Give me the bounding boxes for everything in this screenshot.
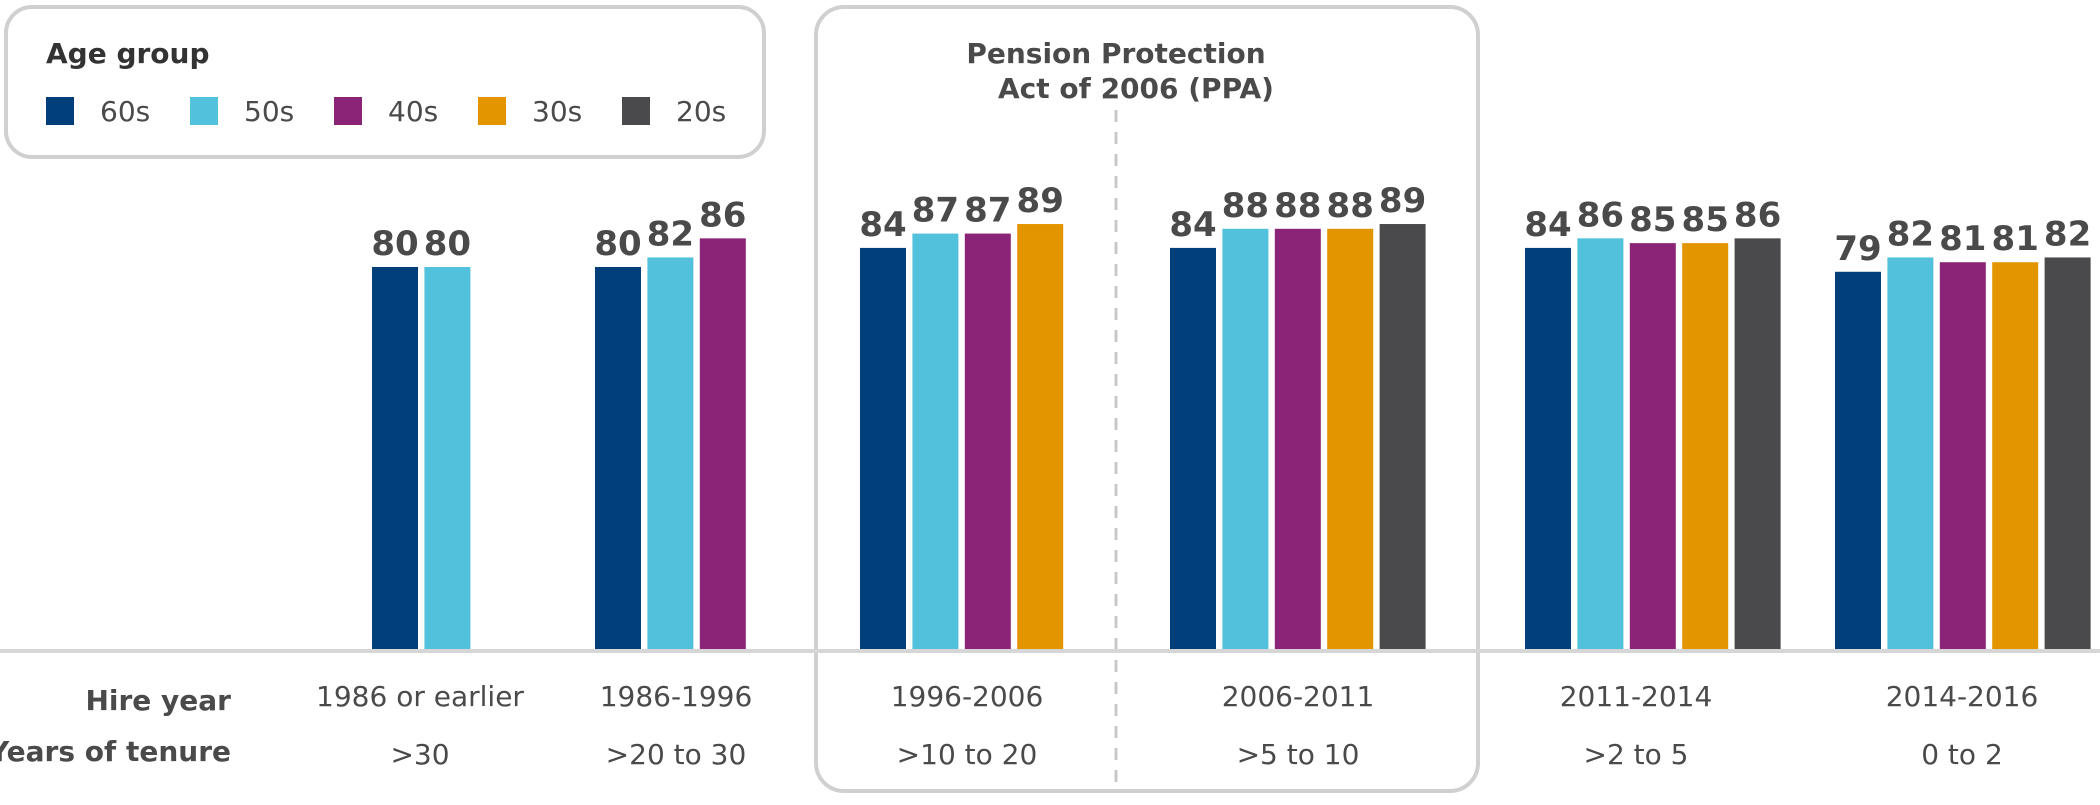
- data-label: 81: [1939, 219, 1986, 259]
- ppa-annotation-line1: Pension Protection: [966, 37, 1265, 70]
- category-labels: 1986 or earlier >30 1986-1996 >20 to 30 1996…: [316, 680, 2038, 771]
- bar-60s-3: [1170, 247, 1216, 649]
- legend-label-50s: 50s: [244, 95, 294, 128]
- hire-year-label: 1996-2006: [891, 680, 1044, 713]
- ppa-annotation-box: [814, 5, 1480, 793]
- data-label: 84: [859, 205, 906, 245]
- legend-swatch-60s: [46, 97, 74, 125]
- data-label: 84: [1524, 205, 1571, 245]
- legend-label-20s: 20s: [676, 95, 726, 128]
- data-label: 80: [371, 224, 418, 264]
- legend-label-60s: 60s: [100, 95, 150, 128]
- legend-swatch-50s: [190, 97, 218, 125]
- data-label: 86: [1577, 195, 1624, 235]
- hire-year-label: 2006-2011: [1222, 680, 1375, 713]
- tenure-label: >5 to 10: [1237, 738, 1360, 771]
- data-label: 86: [699, 195, 746, 235]
- data-label: 87: [964, 191, 1011, 231]
- data-label: 79: [1834, 229, 1881, 269]
- bar-40s-4: [1629, 243, 1676, 649]
- bar-50s-2: [912, 233, 959, 649]
- tenure-label: >30: [390, 738, 449, 771]
- data-label: 87: [912, 191, 959, 231]
- hire-year-label: 1986-1996: [600, 680, 753, 713]
- data-label: 89: [1017, 181, 1064, 221]
- data-label: 81: [1992, 219, 2039, 259]
- bar-60s-2: [860, 247, 906, 649]
- data-label: 85: [1629, 200, 1676, 240]
- bar-20s-4: [1734, 238, 1781, 649]
- bar-50s-1: [647, 257, 694, 649]
- row-label-tenure: Years of tenure: [0, 735, 231, 768]
- data-label: 88: [1327, 186, 1374, 226]
- data-label: 82: [2044, 214, 2091, 254]
- bar-30s-3: [1327, 228, 1374, 650]
- bar-30s-4: [1682, 243, 1729, 649]
- legend-box: [4, 5, 766, 159]
- bar-60s-0: [372, 267, 418, 649]
- ppa-annotation-line2: Act of 2006 (PPA): [998, 72, 1274, 105]
- bar-50s-4: [1577, 238, 1624, 649]
- bar-40s-1: [699, 238, 746, 649]
- bar-30s-2: [1017, 224, 1064, 649]
- bar-60s-1: [595, 267, 641, 649]
- hire-year-label: 1986 or earlier: [316, 680, 524, 713]
- legend-label-40s: 40s: [388, 95, 438, 128]
- data-label: 84: [1169, 205, 1216, 245]
- legend-title: Age group: [46, 37, 210, 70]
- data-label: 85: [1682, 200, 1729, 240]
- bar-50s-3: [1222, 228, 1269, 650]
- data-label: 89: [1379, 181, 1426, 221]
- row-label-hire-year: Hire year: [85, 684, 231, 717]
- bar-40s-2: [964, 233, 1011, 649]
- data-label: 88: [1274, 186, 1321, 226]
- bar-60s-4: [1525, 247, 1571, 649]
- bar-20s-3: [1379, 224, 1426, 649]
- bar-40s-5: [1939, 262, 1986, 649]
- bar-60s-5: [1835, 271, 1881, 649]
- hire-year-label: 2014-2016: [1886, 680, 2039, 713]
- legend-swatch-20s: [622, 97, 650, 125]
- bar-30s-5: [1992, 262, 2039, 649]
- legend-swatch-30s: [478, 97, 506, 125]
- tenure-label: 0 to 2: [1921, 738, 2003, 771]
- tenure-label: >10 to 20: [897, 738, 1038, 771]
- bar-50s-0: [424, 267, 471, 649]
- data-label: 88: [1222, 186, 1269, 226]
- bar-40s-3: [1274, 228, 1321, 650]
- data-label: 82: [1887, 214, 1934, 254]
- bar-50s-5: [1887, 257, 1934, 649]
- tenure-label: >2 to 5: [1584, 738, 1689, 771]
- data-label: 86: [1734, 195, 1781, 235]
- legend-label-30s: 30s: [532, 95, 582, 128]
- bar-20s-5: [2044, 257, 2091, 649]
- hire-year-label: 2011-2014: [1560, 680, 1713, 713]
- legend-swatch-40s: [334, 97, 362, 125]
- data-label: 80: [424, 224, 471, 264]
- tenure-label: >20 to 30: [606, 738, 747, 771]
- legend-items: 60s 50s 40s 30s 20s: [46, 95, 726, 128]
- data-label: 82: [647, 214, 694, 254]
- data-label: 80: [594, 224, 641, 264]
